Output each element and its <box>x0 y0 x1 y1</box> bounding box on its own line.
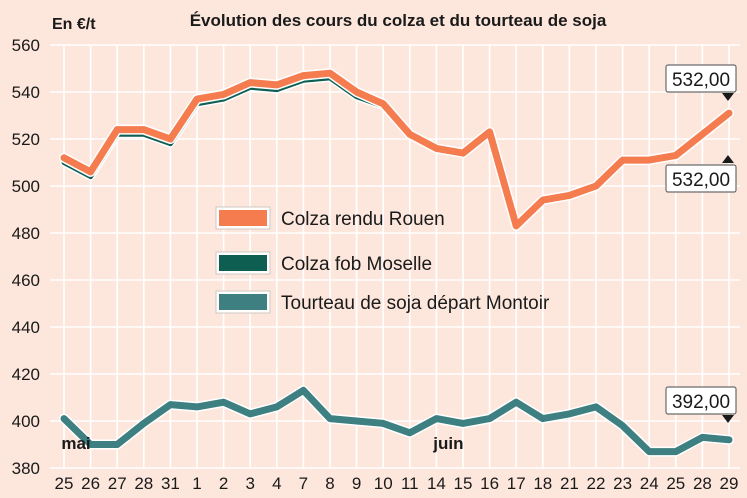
y-tick-label: 540 <box>12 83 40 102</box>
y-tick-label: 500 <box>12 177 40 196</box>
x-tick-label: 17 <box>507 474 526 493</box>
y-tick-label: 420 <box>12 365 40 384</box>
x-tick-label: 31 <box>161 474 180 493</box>
x-tick-label: 11 <box>401 474 419 493</box>
x-tick-label: 18 <box>533 474 552 493</box>
x-tick-label: 7 <box>299 474 308 493</box>
legend-label: Tourteau de soja départ Montoir <box>281 293 550 314</box>
x-tick-label: 14 <box>427 474 446 493</box>
x-tick-label: 25 <box>666 474 685 493</box>
x-tick-label: 3 <box>245 474 254 493</box>
series-line-1 <box>61 75 732 229</box>
legend-label: Colza fob Moselle <box>281 254 432 275</box>
annotation-value: 532,00 <box>672 170 730 191</box>
series-lines <box>59 68 734 457</box>
y-tick-label: 520 <box>12 130 40 149</box>
value-annotation: 532,00 <box>665 155 737 193</box>
annotation-box <box>665 164 737 193</box>
y-tick-label: 560 <box>12 36 40 55</box>
month-label: mai <box>61 434 90 453</box>
x-tick-label: 28 <box>693 474 712 493</box>
legend-swatch <box>219 255 267 271</box>
x-axis-ticks: 25 26 27 28 31 1 2 3 4 7 8 9 10 11 14 15 16 17 18 21 22 23 24 2… <box>55 474 739 493</box>
x-tick-label: 15 <box>454 474 473 493</box>
y-tick-label: 480 <box>12 224 40 243</box>
value-annotation: 392,00 <box>665 386 737 423</box>
x-tick-label: 22 <box>587 474 606 493</box>
y-tick-label: 460 <box>12 271 40 290</box>
month-labels: mai juin <box>61 434 463 453</box>
series-line-2 <box>60 386 733 456</box>
y-axis-ticks: 380 400 420 440 460 480 500 520 540 560 <box>12 36 40 478</box>
x-tick-label: 1 <box>192 474 201 493</box>
y-tick-label: 380 <box>12 459 40 478</box>
annotation-box <box>665 386 737 415</box>
down-triangle-icon <box>722 93 734 101</box>
legend-item: Tourteau de soja départ Montoir <box>215 290 550 314</box>
annotation-box <box>665 64 737 93</box>
annotation-value: 392,00 <box>672 392 730 413</box>
x-tick-label: 29 <box>720 474 739 493</box>
series-line-halo <box>60 73 733 230</box>
value-annotation: 532,00 <box>665 64 737 101</box>
value-annotations: 532,00 532,00 392,00 <box>665 64 737 423</box>
legend-item: Colza rendu Rouen <box>215 206 445 230</box>
x-tick-label: 4 <box>272 474 281 493</box>
series-line-0 <box>60 69 733 230</box>
x-tick-label: 28 <box>134 474 153 493</box>
month-label: juin <box>432 434 463 453</box>
y-tick-label: 400 <box>12 412 40 431</box>
x-tick-label: 27 <box>108 474 127 493</box>
x-tick-label: 8 <box>325 474 334 493</box>
annotation-value: 532,00 <box>672 70 730 91</box>
x-tick-label: 2 <box>219 474 228 493</box>
x-tick-label: 21 <box>560 474 579 493</box>
series-line-halo <box>59 68 734 231</box>
x-tick-label: 26 <box>81 474 100 493</box>
chart-title: Évolution des cours du colza et du tourt… <box>190 11 607 30</box>
x-tick-label: 16 <box>480 474 499 493</box>
y-axis-unit-label: En €/t <box>52 16 96 33</box>
x-tick-label: 10 <box>374 474 393 493</box>
down-triangle-icon <box>722 415 734 423</box>
x-tick-label: 25 <box>55 474 74 493</box>
up-triangle-icon <box>722 155 734 163</box>
x-tick-label: 24 <box>640 474 659 493</box>
legend-swatch <box>219 294 267 310</box>
legend-label: Colza rendu Rouen <box>281 209 445 230</box>
y-tick-label: 440 <box>12 318 40 337</box>
legend-item: Colza fob Moselle <box>215 251 432 275</box>
x-tick-label: 9 <box>352 474 361 493</box>
legend: Colza rendu Rouen Colza fob Moselle Tourte… <box>215 206 550 314</box>
x-tick-label: 23 <box>613 474 632 493</box>
legend-swatch <box>219 210 267 226</box>
